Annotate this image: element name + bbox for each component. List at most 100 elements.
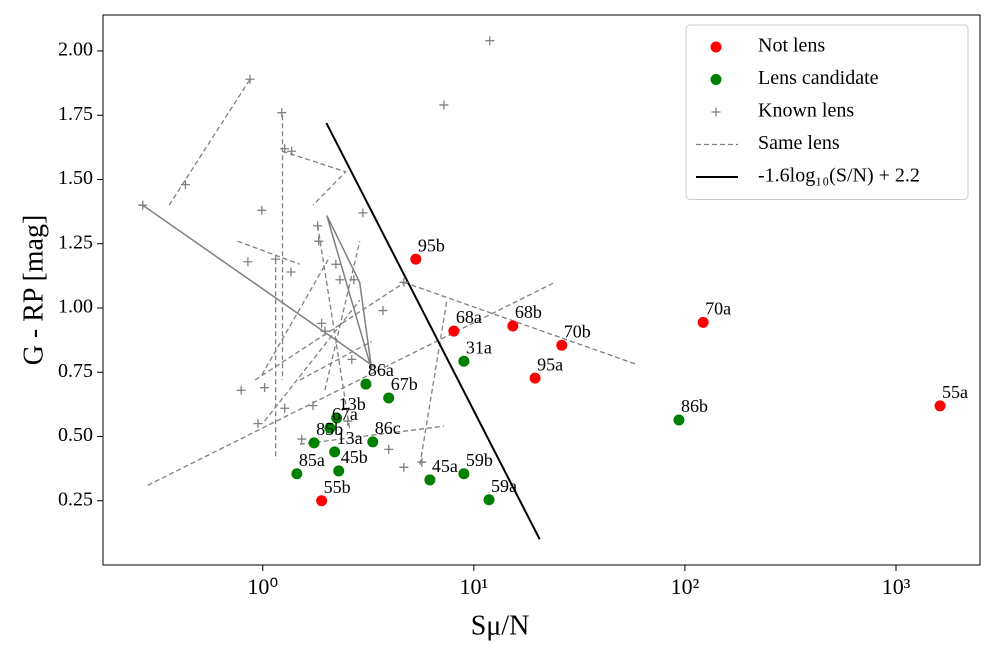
point-label: 86b [681, 396, 708, 416]
plus-marker [308, 401, 318, 411]
point-label: 31a [466, 337, 492, 357]
y-tick-label: 1.25 [58, 231, 93, 253]
plus-marker [485, 36, 495, 46]
point [556, 339, 568, 351]
plus-marker [297, 434, 307, 444]
x-axis-label: Sμ/N [471, 610, 530, 641]
legend-marker [710, 74, 722, 85]
point [360, 378, 372, 390]
plus-marker [343, 416, 353, 426]
plus-marker [378, 306, 388, 316]
y-tick-label: 1.75 [58, 103, 93, 125]
series [142, 204, 376, 370]
x-tick-label: 10¹ [460, 574, 489, 599]
point-label: 45b [341, 447, 368, 467]
series [147, 78, 638, 486]
plus-marker [320, 326, 330, 336]
point-label: 68a [456, 307, 482, 327]
plus-marker [260, 383, 270, 393]
point [507, 320, 519, 332]
plus-marker [711, 107, 721, 117]
point-label: 13a [337, 428, 363, 448]
y-tick-label: 0.25 [58, 488, 93, 510]
x-tick-label: 10³ [882, 574, 911, 599]
point [483, 494, 495, 506]
point-label: 55a [942, 382, 968, 402]
plus-marker [335, 275, 345, 285]
plus-marker [358, 208, 368, 218]
plus-marker [314, 236, 324, 246]
point [673, 414, 685, 426]
plus-marker [286, 267, 296, 277]
point [424, 474, 436, 486]
point [324, 422, 336, 434]
x-tick-label: 10⁰ [247, 574, 278, 599]
point-label: 70a [705, 299, 731, 319]
legend-marker [710, 41, 722, 53]
y-tick-label: 0.50 [58, 424, 93, 446]
legend-label: Lens candidate [758, 67, 879, 89]
plus-marker [138, 200, 148, 210]
plus-marker [180, 180, 190, 190]
legend-box [685, 24, 969, 200]
point-label: 67a [332, 404, 358, 424]
plus-marker [384, 444, 394, 454]
point-label: 70b [564, 321, 591, 341]
line [325, 122, 541, 540]
plus-marker [317, 318, 327, 328]
point [291, 468, 303, 480]
plus-marker [287, 146, 297, 156]
y-tick-label: 0.75 [58, 360, 93, 382]
plus-marker [280, 403, 290, 413]
point-label: 95b [418, 235, 445, 255]
legend-label: Same lens [758, 132, 840, 154]
plus-marker [399, 277, 409, 287]
plus-marker [271, 254, 281, 264]
line [142, 204, 376, 370]
point-label: 59a [491, 476, 517, 496]
point [367, 436, 379, 448]
y-axis-label: G - RP [mag] [18, 215, 49, 366]
point [934, 400, 946, 412]
plus-marker [349, 275, 359, 285]
point [331, 412, 343, 424]
legend-label: -1.6log₁₀(S/N) + 2.2 [758, 165, 920, 187]
point-label: 67b [391, 374, 418, 394]
plus-marker [236, 385, 246, 395]
plus-marker [243, 257, 253, 267]
plus-marker [331, 259, 341, 269]
plus-marker [277, 108, 287, 118]
plus-marker [245, 74, 255, 84]
y-tick-label: 2.00 [58, 39, 93, 61]
point [308, 437, 320, 449]
point [458, 468, 470, 480]
plus-marker [280, 144, 290, 154]
y-tick-label: 1.50 [58, 167, 93, 189]
point [383, 392, 395, 404]
point-label: 85b [316, 419, 343, 439]
point [458, 355, 470, 367]
x-tick-label: 10² [671, 574, 700, 599]
plus-marker [399, 462, 409, 472]
plus-marker [417, 457, 427, 467]
series [325, 122, 541, 540]
point [448, 325, 460, 337]
point [329, 446, 341, 458]
point [697, 316, 709, 328]
plus-marker [257, 205, 267, 215]
point [316, 495, 328, 507]
plus-marker [313, 221, 323, 231]
y-tick-label: 1.00 [58, 296, 93, 318]
legend: Not lens Lens candidate Known lens Same len… [685, 24, 969, 200]
legend-label: Not lens [758, 35, 825, 57]
point-label: 86c [375, 418, 401, 438]
point-label: 13b [339, 394, 366, 414]
plot-frame [102, 14, 981, 566]
point-label: 59b [466, 450, 493, 470]
point [529, 372, 541, 384]
point-label: 55b [324, 477, 351, 497]
plus-marker [253, 419, 263, 429]
